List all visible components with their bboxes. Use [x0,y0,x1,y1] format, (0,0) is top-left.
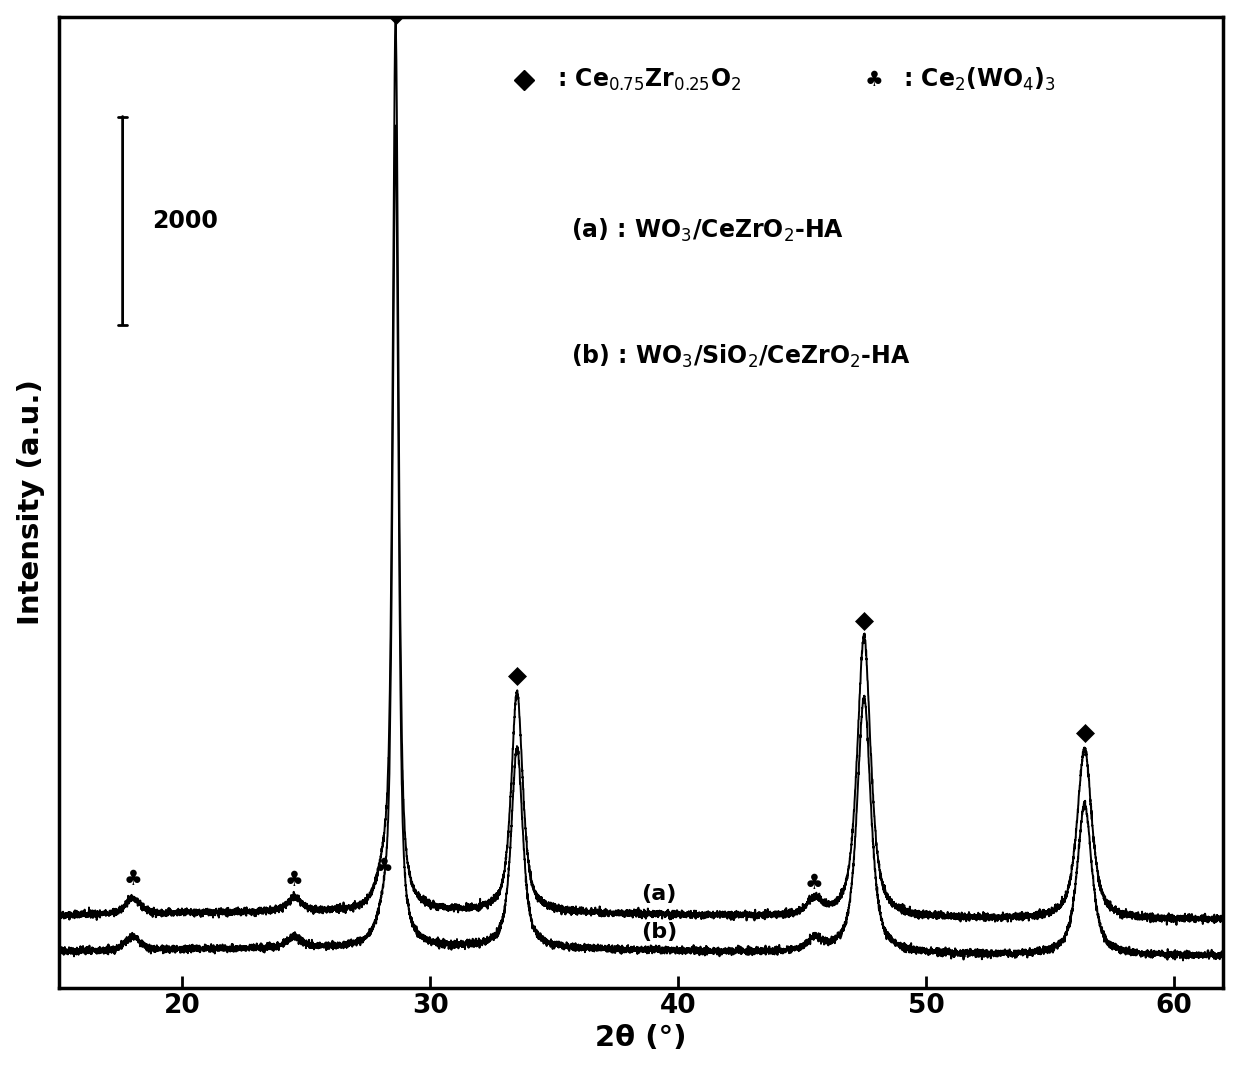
Text: ♣: ♣ [374,856,394,877]
Text: ♣: ♣ [285,869,304,889]
Text: ♣: ♣ [864,69,883,90]
Text: ♣: ♣ [805,873,823,893]
Text: (b): (b) [641,921,677,942]
Y-axis label: Intensity (a.u.): Intensity (a.u.) [16,379,45,625]
Text: 2000: 2000 [151,208,217,233]
Text: (a): (a) [641,884,676,903]
Text: ♣: ♣ [124,869,143,889]
X-axis label: 2θ (°): 2θ (°) [595,1024,687,1052]
Text: : Ce$_{0.75}$Zr$_{0.25}$O$_2$: : Ce$_{0.75}$Zr$_{0.25}$O$_2$ [557,66,742,93]
Text: (b) : WO$_3$/SiO$_2$/CeZrO$_2$-HA: (b) : WO$_3$/SiO$_2$/CeZrO$_2$-HA [572,343,910,370]
Text: (a) : WO$_3$/CeZrO$_2$-HA: (a) : WO$_3$/CeZrO$_2$-HA [572,217,844,244]
Text: : Ce$_2$(WO$_4$)$_3$: : Ce$_2$(WO$_4$)$_3$ [903,66,1056,93]
